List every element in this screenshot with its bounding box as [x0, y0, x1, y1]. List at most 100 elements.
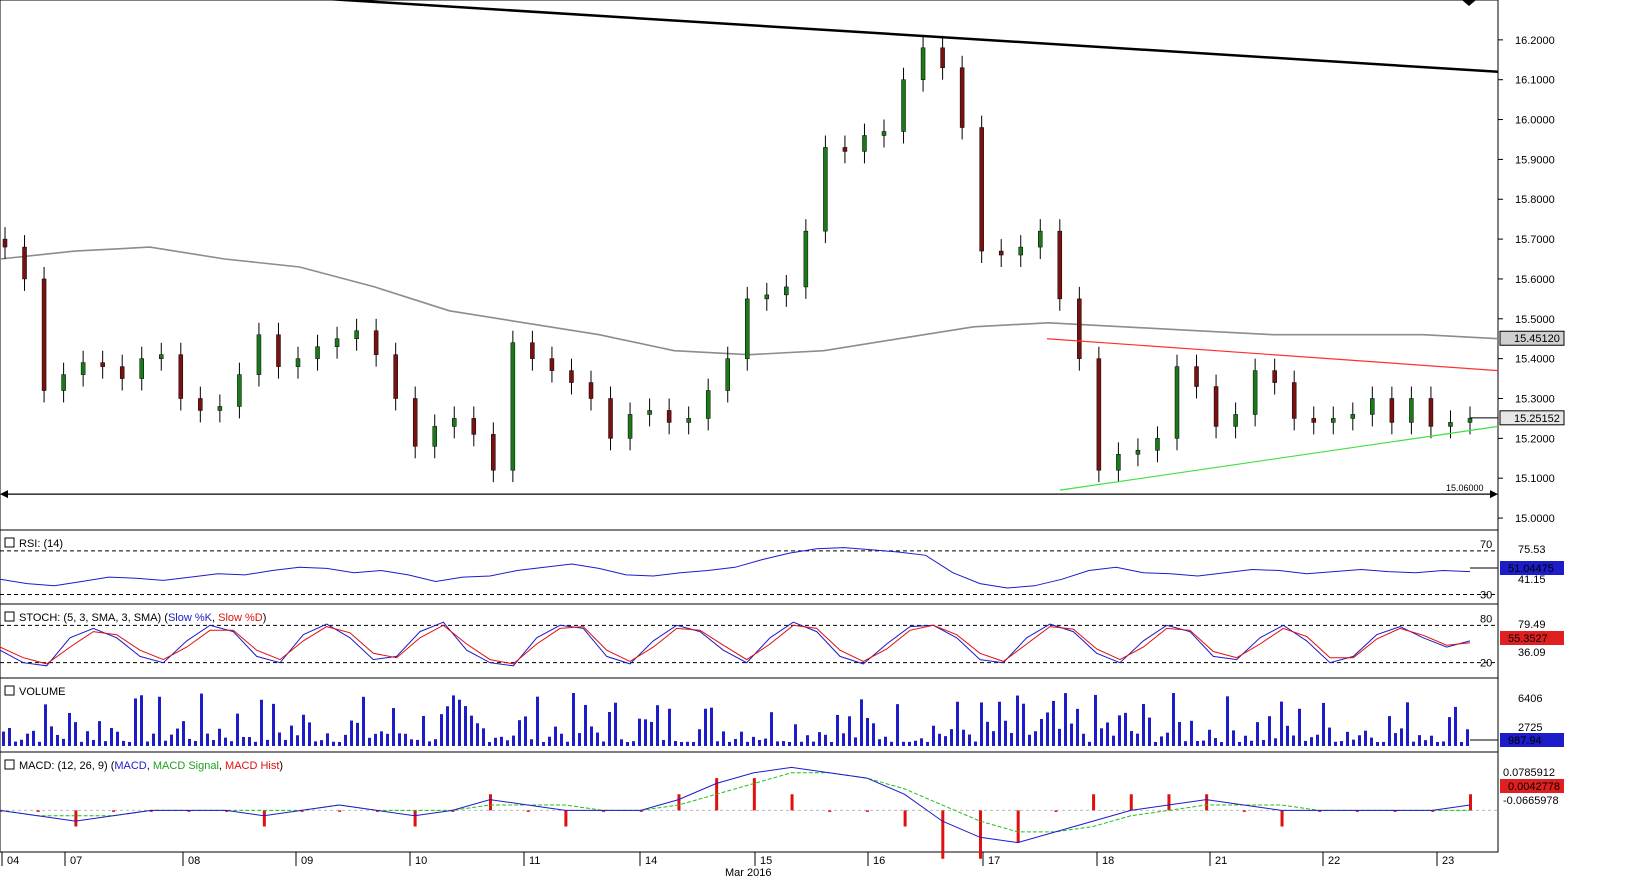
price-tick-label: 15.6000: [1515, 274, 1555, 286]
macd-hist-bar: [1242, 810, 1246, 812]
volume-bar: [314, 741, 317, 746]
candle-body: [647, 410, 652, 415]
macd-hist-bar: [526, 810, 530, 812]
macd-hist-bar: [36, 810, 40, 812]
close-box-icon[interactable]: [4, 685, 15, 696]
volume-bar: [14, 741, 17, 746]
price-tick-label: 15.1000: [1515, 473, 1555, 485]
close-box-icon[interactable]: [4, 611, 15, 622]
candle-body: [354, 330, 359, 339]
volume-bar: [770, 712, 773, 746]
volume-bar: [332, 741, 335, 746]
macd-hist-name: MACD Hist: [225, 760, 279, 772]
candle-body: [1252, 370, 1258, 415]
volume-bar: [1298, 708, 1301, 746]
volume-bar: [1124, 712, 1127, 746]
macd-hist-bar: [225, 810, 229, 812]
volume-bar: [734, 738, 737, 746]
candle-body: [217, 406, 223, 411]
close-box-icon[interactable]: [4, 759, 15, 770]
volume-bar: [8, 727, 11, 746]
price-tick-label: 15.4000: [1515, 354, 1555, 366]
panel-frames: [0, 0, 1499, 853]
volume-bar: [602, 741, 605, 746]
price-tick-label: 16.0000: [1515, 115, 1555, 127]
rsi-level-30: 30: [1480, 590, 1492, 602]
volume-bar: [950, 729, 953, 746]
macd-hist-bar: [790, 794, 794, 811]
volume-bar: [1352, 739, 1355, 746]
volume-bar: [1394, 733, 1397, 746]
volume-bar: [1076, 708, 1079, 746]
volume-bar: [974, 741, 977, 746]
volume-bar: [1376, 741, 1379, 746]
candle-body: [1291, 382, 1297, 419]
volume-bar: [98, 721, 101, 746]
candle-body: [725, 358, 730, 391]
volume-bar: [374, 733, 377, 746]
volume-bar: [560, 733, 563, 746]
candle-body: [452, 418, 457, 427]
candle-body: [491, 434, 496, 471]
volume-bar: [494, 737, 497, 746]
candle-body: [1370, 398, 1375, 415]
close-box-icon[interactable]: [4, 537, 15, 548]
macd-hist-bar: [1092, 794, 1096, 811]
candle-body: [686, 418, 691, 423]
candle-body: [41, 278, 47, 391]
volume-bar: [1388, 716, 1391, 746]
candle-body: [80, 362, 86, 375]
macd-hist-bar: [1129, 794, 1133, 811]
support-level-label: 15.06000: [1446, 483, 1484, 493]
candle-body: [764, 294, 770, 300]
volume-bar: [890, 741, 893, 746]
stoch-value-label-box: [1500, 631, 1564, 645]
volume-bar: [368, 737, 371, 746]
day-label: 11: [529, 855, 540, 867]
macd-hist-bar: [1205, 794, 1209, 811]
volume-bar: [1286, 725, 1289, 746]
candle-body: [862, 135, 867, 152]
volume-bar: [908, 741, 911, 746]
volume-bar: [356, 722, 359, 746]
macd-hist-bar: [338, 810, 342, 812]
volume-bar: [764, 738, 767, 746]
candle-body: [237, 374, 242, 407]
macd-hist-bar: [1318, 810, 1322, 812]
volume-bar: [500, 736, 503, 746]
macd-hist-bar: [1355, 810, 1359, 812]
volume-bar: [788, 742, 791, 746]
volume-bar: [1184, 741, 1187, 746]
volume-bar: [638, 718, 641, 746]
candle-body: [1350, 414, 1356, 419]
volume-bar: [878, 739, 881, 746]
volume-bar: [674, 741, 677, 746]
stoch-level-20: 20: [1480, 658, 1492, 670]
candle-body: [803, 230, 809, 288]
macd-header: MACD: (12, 26, 9) (MACD, MACD Signal, MA…: [4, 759, 283, 772]
volume-bar: [1028, 734, 1031, 746]
volume-bar: [26, 733, 29, 746]
volume-bar: [1280, 701, 1283, 746]
volume-bar: [932, 725, 935, 746]
volume-bar: [224, 737, 227, 746]
volume-bar: [1106, 722, 1109, 746]
stoch-d-name: Slow %D: [218, 612, 263, 624]
macd-hist-bar: [262, 810, 266, 827]
volume-title: VOLUME: [19, 686, 65, 698]
macd-hist-bar: [187, 810, 191, 812]
right-arrow-icon: [1490, 490, 1498, 499]
volume-bar: [1232, 730, 1235, 746]
volume-bar: [518, 720, 521, 746]
candle-body: [1331, 418, 1336, 423]
day-label: 09: [301, 855, 313, 867]
volume-bar: [572, 693, 575, 746]
volume-bar: [476, 723, 479, 746]
volume-bar: [284, 739, 287, 746]
candle-body: [61, 374, 66, 391]
volume-bar: [152, 733, 155, 746]
candle-body: [1272, 370, 1277, 383]
macd-bottom-label: -0.0665978: [1503, 795, 1559, 807]
stoch-value-label: 55.3527: [1508, 633, 1548, 645]
